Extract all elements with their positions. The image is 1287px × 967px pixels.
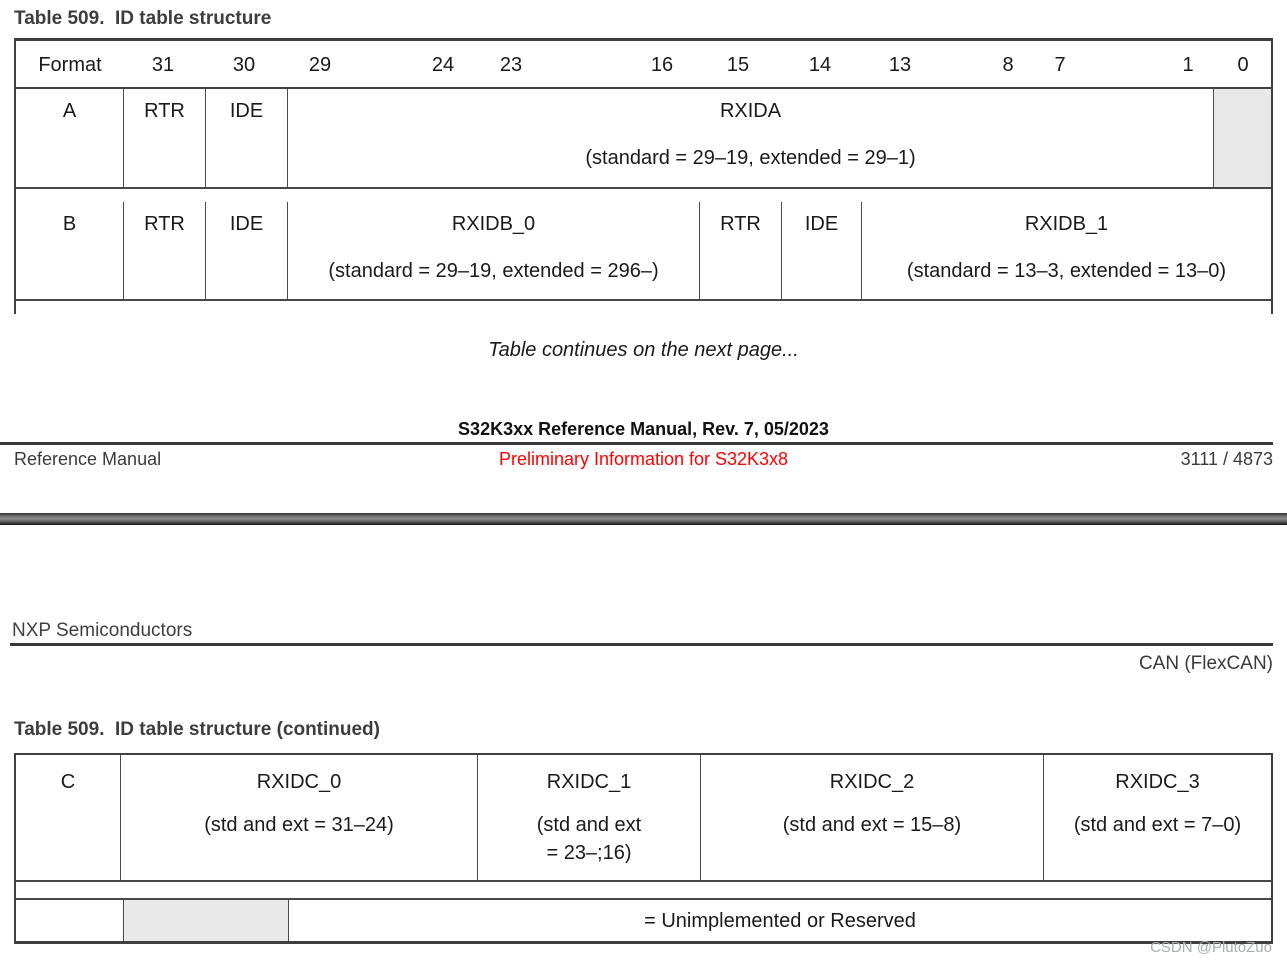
legend-empty-cell bbox=[16, 900, 124, 941]
legend-gray-swatch bbox=[124, 900, 289, 941]
format-c-label: C bbox=[60, 771, 76, 793]
table-row-format-b: B RTR IDE RXIDB_0 (standard = 29–19, ext… bbox=[16, 202, 1271, 301]
row-a-rtr-cell: RTR bbox=[124, 89, 206, 187]
page-break-divider bbox=[0, 513, 1287, 525]
table-row-format-a: A RTR IDE RXIDA (standard = 29–19, exten… bbox=[16, 89, 1271, 189]
format-c-cell: C bbox=[16, 755, 121, 880]
csdn-watermark: CSDN @PlutoZuo bbox=[1150, 939, 1272, 956]
rxidb0-field-cell: RXIDB_0 (standard = 29–19, extended = 29… bbox=[288, 202, 700, 299]
rxidb0-field-desc: (standard = 29–19, extended = 296–) bbox=[328, 260, 659, 282]
format-a-label: A bbox=[62, 100, 77, 122]
row-b-rtr2-label: RTR bbox=[720, 213, 761, 235]
rxidc2-field-cell: RXIDC_2 (std and ext = 15–8) bbox=[701, 755, 1044, 880]
rxidc1-field-desc-line2: = 23–;16) bbox=[546, 842, 632, 864]
rxidc1-field-desc: (std and ext bbox=[536, 814, 642, 836]
table-509-continued-title: Table 509. ID table structure (continued… bbox=[14, 719, 380, 740]
rxidc3-field-desc: (std and ext = 7–0) bbox=[1073, 814, 1242, 836]
rxidc3-field-name: RXIDC_3 bbox=[1115, 771, 1200, 793]
bit-label-14: 14 bbox=[808, 54, 832, 76]
footer-left-text: Reference Manual bbox=[14, 449, 162, 469]
rxidc1-field-name: RXIDC_1 bbox=[546, 771, 632, 793]
format-b-cell: B bbox=[16, 202, 124, 299]
row-b-rtr1-cell: RTR bbox=[124, 202, 206, 299]
bit-label-24: 24 bbox=[431, 54, 455, 76]
row-b-rtr1-label: RTR bbox=[144, 213, 185, 235]
bit-label-7: 7 bbox=[1054, 54, 1066, 76]
footer-preliminary-text: Preliminary Information for S32K3x8 bbox=[498, 449, 789, 469]
rxidb1-field-name: RXIDB_1 bbox=[1024, 213, 1109, 235]
row-gap bbox=[16, 189, 1271, 202]
rxidc2-field-desc: (std and ext = 15–8) bbox=[782, 814, 962, 836]
bit-label-23: 23 bbox=[499, 54, 523, 76]
legend-text: = Unimplemented or Reserved bbox=[644, 910, 916, 932]
table-509-title: Table 509. ID table structure bbox=[14, 8, 272, 29]
legend-row: = Unimplemented or Reserved bbox=[16, 898, 1271, 941]
rxidc0-field-name: RXIDC_0 bbox=[256, 771, 342, 793]
format-a-cell: A bbox=[16, 89, 124, 187]
footer-rule bbox=[0, 442, 1273, 445]
bit-label-30: 30 bbox=[232, 54, 256, 76]
bit-label-0: 0 bbox=[1237, 54, 1249, 76]
rxidc0-field-cell: RXIDC_0 (std and ext = 31–24) bbox=[121, 755, 478, 880]
row-a-ide-label: IDE bbox=[229, 100, 264, 122]
id-table-structure: Format 31 30 29 24 23 16 15 14 13 8 7 1 … bbox=[14, 38, 1273, 314]
rxida-field-cell: RXIDA (standard = 29–19, extended = 29–1… bbox=[288, 89, 1214, 187]
rxidc3-field-cell: RXIDC_3 (std and ext = 7–0) bbox=[1044, 755, 1271, 880]
header-rule bbox=[10, 643, 1273, 646]
row-b-ide1-cell: IDE bbox=[206, 202, 288, 299]
rxidb0-field-name: RXIDB_0 bbox=[451, 213, 536, 235]
table-continues-note: Table continues on the next page... bbox=[488, 339, 799, 361]
rxidb1-field-cell: RXIDB_1 (standard = 13–3, extended = 13–… bbox=[862, 202, 1271, 299]
row-a-ide-cell: IDE bbox=[206, 89, 288, 187]
bit-header-row: Format 31 30 29 24 23 16 15 14 13 8 7 1 … bbox=[16, 41, 1271, 89]
bit-label-13: 13 bbox=[888, 54, 912, 76]
row-b-ide2-label: IDE bbox=[804, 213, 839, 235]
format-column-header: Format bbox=[38, 54, 102, 76]
bit-label-15: 15 bbox=[726, 54, 750, 76]
bit-label-1: 1 bbox=[1182, 54, 1194, 76]
rxidc2-field-name: RXIDC_2 bbox=[829, 771, 915, 793]
bit-label-16: 16 bbox=[650, 54, 674, 76]
format-b-label: B bbox=[62, 213, 77, 235]
bit-label-31: 31 bbox=[151, 54, 175, 76]
row-b-ide2-cell: IDE bbox=[782, 202, 862, 299]
rxida-field-desc: (standard = 29–19, extended = 29–1) bbox=[585, 147, 916, 169]
bit-label-29: 29 bbox=[308, 54, 332, 76]
rxida-field-name: RXIDA bbox=[719, 100, 782, 122]
row-a-rtr-label: RTR bbox=[144, 100, 185, 122]
table-cutoff-stub bbox=[16, 301, 1271, 314]
id-table-structure-continued: C RXIDC_0 (std and ext = 31–24) RXIDC_1 … bbox=[14, 753, 1273, 944]
row-gap bbox=[16, 882, 1271, 898]
rxidc1-field-cell: RXIDC_1 (std and ext = 23–;16) bbox=[478, 755, 701, 880]
row-b-ide1-label: IDE bbox=[229, 213, 264, 235]
bit-label-8: 8 bbox=[1002, 54, 1014, 76]
table-row-format-c: C RXIDC_0 (std and ext = 31–24) RXIDC_1 … bbox=[16, 755, 1271, 882]
nxp-semiconductors-header: NXP Semiconductors bbox=[12, 620, 193, 641]
chapter-label: CAN (FlexCAN) bbox=[1138, 653, 1273, 674]
page-number: 3111 / 4873 bbox=[1180, 449, 1273, 469]
rxidb1-field-desc: (standard = 13–3, extended = 13–0) bbox=[906, 260, 1227, 282]
rxidc0-field-desc: (std and ext = 31–24) bbox=[204, 814, 394, 836]
manual-revision-line: S32K3xx Reference Manual, Rev. 7, 05/202… bbox=[458, 419, 829, 439]
row-b-rtr2-cell: RTR bbox=[700, 202, 782, 299]
row-a-reserved-cell bbox=[1214, 89, 1271, 187]
